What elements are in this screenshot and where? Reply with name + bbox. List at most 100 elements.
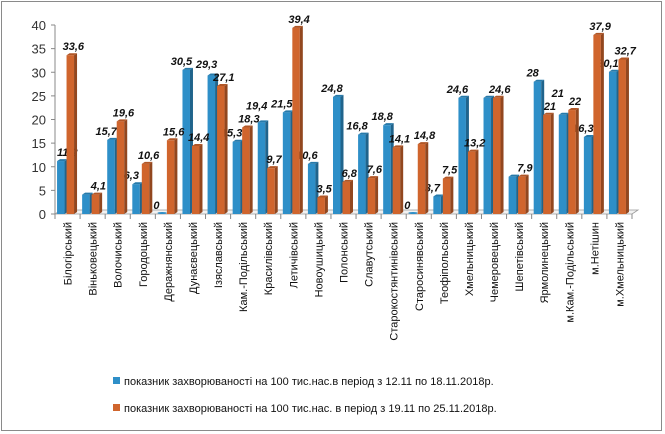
y-tick-label: 40 [32,18,46,33]
bar-top [57,159,68,162]
data-label: 27,1 [212,72,234,84]
x-tick-label: Кам.-Подільський [238,222,250,312]
bar-side [475,149,479,214]
bar-top [191,143,203,146]
legend-label: показник захворюваності на 100 тис.нас. … [124,403,497,415]
data-label: 7,6 [367,164,383,176]
bar-top [141,161,153,164]
bar [191,145,200,214]
bar-side [324,195,328,214]
data-label: 6,8 [342,168,358,180]
bar-top [508,174,520,177]
x-tick-label: Чемеровецький [489,222,501,302]
bar-side [425,142,429,214]
legend-label: показник захворюваності на 100 тис.нас.в… [124,376,494,388]
bar [292,27,300,215]
bar-top [66,53,78,56]
x-tick-label: м.Хмельницький [614,222,626,307]
bar-side [525,174,529,214]
y-tick-label: 30 [32,65,46,80]
x-tick-label: Шепетівський [514,222,526,291]
bar-top [257,120,269,123]
data-label: 3,7 [425,183,441,195]
data-label: 33,6 [63,41,85,53]
bar-top [417,142,429,145]
bar [543,114,551,214]
data-label: 3,5 [317,183,333,195]
x-tick-label: Віньковецький [88,222,100,296]
bar [358,134,366,214]
bar-top [166,138,178,141]
y-tick-label: 0 [39,207,46,222]
bar [433,196,441,214]
data-label: 7,9 [517,163,533,175]
bar-side [149,161,153,214]
bar [182,69,190,214]
bar [242,127,250,214]
bar-top [242,125,253,128]
bar [141,163,150,214]
bar [166,140,175,214]
x-tick-label: Полонський [339,222,351,283]
data-label: 19,6 [113,107,135,119]
bar-side [74,53,78,214]
bar-side [299,25,303,215]
bar-side [575,108,579,214]
bar-top [182,67,193,70]
bar [533,81,542,214]
bar [417,144,426,214]
data-label: 32,7 [614,45,636,57]
y-tick-label: 5 [39,183,46,198]
data-label: 28 [526,68,540,80]
data-label: 39,4 [288,14,309,26]
bar [333,96,341,214]
bar-top [317,195,328,198]
bar [392,147,401,214]
bar-top [533,79,545,82]
data-label: 16,8 [346,121,368,133]
bar-top [333,94,344,97]
data-label: 15,6 [163,126,185,138]
bar [267,168,275,214]
bar [367,178,376,214]
bar-top [558,112,570,115]
data-label: 0 [153,200,160,212]
bar-top [493,95,504,98]
x-tick-label: Білогірський [63,222,75,285]
bar-top [543,112,554,115]
bar-top [518,174,529,177]
bar-top [618,57,629,60]
bar [458,97,466,214]
bar-top [367,176,379,179]
x-tick-label: Деражнянський [163,222,175,302]
bar-top [593,32,604,35]
bar [157,212,167,214]
bar-side [124,119,128,214]
data-label: 13,2 [464,138,485,150]
x-tick-label: Городоцький [138,222,150,287]
bar [508,176,517,214]
data-label: 6,3 [124,170,139,182]
data-label: 21 [551,88,564,100]
bar-top [383,123,394,126]
data-label: 10,6 [138,150,160,162]
bar [66,55,75,214]
data-label: 9,7 [266,154,282,166]
bar-side [400,145,404,214]
data-label: 21 [543,101,556,113]
x-tick-label: Старосинявський [414,222,426,311]
x-tick-label: Красилівський [263,222,275,295]
bar [307,163,316,214]
bar-side [350,179,353,214]
y-tick-label: 25 [32,89,46,104]
bar [493,97,501,214]
x-tick-label: Новоушицький [313,222,325,297]
bar-top [207,73,219,76]
bar-top [442,176,454,179]
data-label: 7,5 [442,165,458,177]
bar [593,34,601,214]
bar [257,122,266,214]
data-label: 30,5 [171,56,193,68]
bar [57,161,65,214]
